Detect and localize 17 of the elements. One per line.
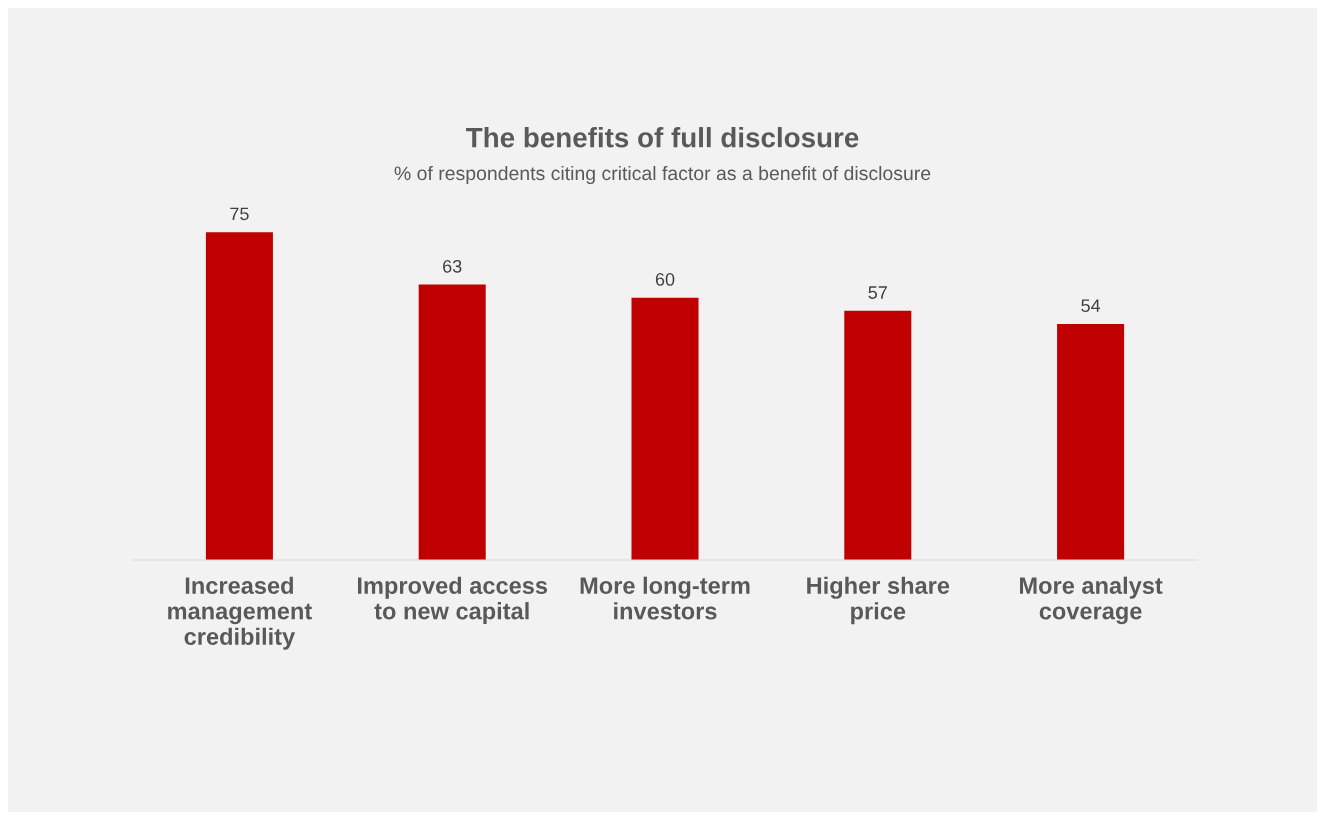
data-label: 54 bbox=[1081, 299, 1101, 313]
bar bbox=[844, 310, 912, 560]
data-label: 57 bbox=[868, 286, 887, 299]
bar bbox=[418, 284, 486, 560]
chart-title: The benefits of full disclosure bbox=[466, 127, 859, 148]
x-tick-label: Improved access to new capital bbox=[357, 576, 548, 625]
bar bbox=[205, 232, 273, 560]
x-tick-label: More long-term investors bbox=[580, 576, 750, 620]
x-tick-label: Higher share price bbox=[807, 576, 950, 625]
data-label: 60 bbox=[655, 273, 675, 286]
x-tick-label: More analyst coverage bbox=[1020, 576, 1163, 625]
bar bbox=[1057, 323, 1125, 560]
bar bbox=[631, 297, 699, 560]
x-tick-label: Increased management credibility bbox=[168, 576, 312, 650]
data-label: 63 bbox=[443, 259, 462, 273]
data-label: 75 bbox=[230, 207, 249, 221]
chart-subtitle: % of respondents citing critical factor as a benefit of disclosure bbox=[394, 165, 931, 185]
